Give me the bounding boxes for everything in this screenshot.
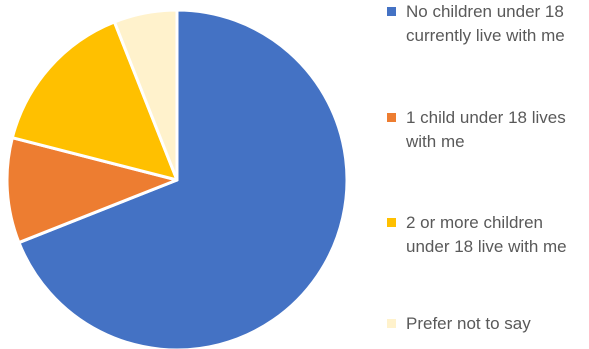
pie-slice-2 [10,20,179,182]
legend-swatch [387,113,396,122]
legend-label: No children under 18 currently live with… [406,2,565,45]
legend-swatch [387,7,396,16]
legend-label: 2 or more children under 18 live with me [406,213,567,256]
pie-slice-1 [5,136,179,245]
pie-slice-0 [17,8,349,349]
legend-swatch [387,218,396,227]
legend-swatch [387,319,396,328]
pie-slice-3 [112,8,179,182]
legend-label: 1 child under 18 lives with me [406,108,566,151]
pie-chart [5,8,349,349]
legend-label: Prefer not to say [406,314,531,333]
